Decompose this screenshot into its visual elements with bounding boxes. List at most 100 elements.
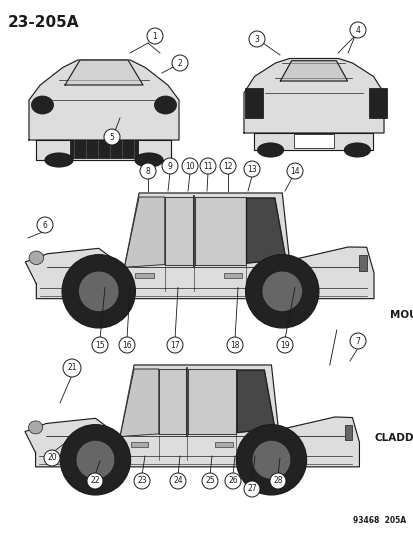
Ellipse shape bbox=[135, 153, 163, 167]
Bar bbox=[135, 273, 153, 278]
Circle shape bbox=[286, 163, 302, 179]
Polygon shape bbox=[124, 197, 164, 267]
Circle shape bbox=[269, 473, 285, 489]
Circle shape bbox=[224, 473, 240, 489]
Circle shape bbox=[199, 158, 216, 174]
Text: 28: 28 bbox=[273, 477, 282, 486]
Ellipse shape bbox=[154, 96, 176, 114]
Text: 5: 5 bbox=[109, 133, 114, 141]
Circle shape bbox=[63, 359, 81, 377]
Circle shape bbox=[276, 337, 292, 353]
Circle shape bbox=[170, 473, 185, 489]
Polygon shape bbox=[25, 365, 358, 467]
Text: 25: 25 bbox=[205, 477, 214, 486]
Circle shape bbox=[134, 473, 150, 489]
Text: 22: 22 bbox=[90, 477, 100, 486]
Circle shape bbox=[78, 271, 119, 311]
Ellipse shape bbox=[45, 153, 73, 167]
Text: 1: 1 bbox=[152, 31, 157, 41]
Text: 16: 16 bbox=[122, 341, 131, 350]
Circle shape bbox=[92, 337, 108, 353]
Circle shape bbox=[44, 450, 60, 466]
Bar bbox=[131, 442, 148, 447]
Text: 6: 6 bbox=[43, 221, 47, 230]
Text: MOULDING: MOULDING bbox=[389, 310, 413, 320]
Text: 26: 26 bbox=[228, 477, 237, 486]
Text: 11: 11 bbox=[203, 161, 212, 171]
Circle shape bbox=[245, 255, 318, 328]
Text: 10: 10 bbox=[185, 161, 195, 171]
Text: 2: 2 bbox=[177, 59, 182, 68]
Text: 17: 17 bbox=[170, 341, 179, 350]
Polygon shape bbox=[164, 197, 193, 264]
Polygon shape bbox=[195, 197, 245, 264]
Bar bbox=[245, 88, 263, 118]
Ellipse shape bbox=[31, 96, 53, 114]
Text: 7: 7 bbox=[355, 336, 360, 345]
Text: 8: 8 bbox=[145, 166, 150, 175]
Text: 3: 3 bbox=[254, 35, 259, 44]
Polygon shape bbox=[36, 140, 171, 160]
Text: 9: 9 bbox=[167, 161, 172, 171]
Circle shape bbox=[202, 473, 218, 489]
Circle shape bbox=[243, 161, 259, 177]
Circle shape bbox=[140, 163, 156, 179]
Circle shape bbox=[87, 473, 103, 489]
Ellipse shape bbox=[29, 251, 44, 264]
Circle shape bbox=[219, 158, 235, 174]
Circle shape bbox=[147, 28, 163, 44]
Bar bbox=[294, 134, 333, 148]
Circle shape bbox=[76, 440, 114, 479]
Bar bbox=[70, 140, 138, 158]
Ellipse shape bbox=[28, 421, 43, 434]
Bar bbox=[368, 88, 386, 118]
Text: 15: 15 bbox=[95, 341, 104, 350]
Circle shape bbox=[252, 440, 290, 479]
Polygon shape bbox=[25, 193, 373, 298]
Circle shape bbox=[226, 337, 242, 353]
Text: 18: 18 bbox=[230, 341, 239, 350]
Polygon shape bbox=[237, 370, 274, 433]
Text: 12: 12 bbox=[223, 161, 232, 171]
Text: 23-205A: 23-205A bbox=[8, 15, 79, 30]
Polygon shape bbox=[29, 60, 178, 140]
Polygon shape bbox=[120, 369, 159, 437]
Text: CLADDING: CLADDING bbox=[374, 433, 413, 443]
Circle shape bbox=[182, 158, 197, 174]
Text: 19: 19 bbox=[280, 341, 289, 350]
Polygon shape bbox=[254, 133, 373, 150]
Circle shape bbox=[104, 129, 120, 145]
Ellipse shape bbox=[344, 143, 370, 157]
Circle shape bbox=[349, 333, 365, 349]
Circle shape bbox=[161, 158, 178, 174]
Circle shape bbox=[62, 255, 135, 328]
Circle shape bbox=[60, 425, 131, 495]
Polygon shape bbox=[65, 60, 142, 85]
Circle shape bbox=[171, 55, 188, 71]
Text: 27: 27 bbox=[247, 484, 256, 494]
Polygon shape bbox=[243, 59, 383, 133]
Text: 93468  205A: 93468 205A bbox=[352, 516, 405, 525]
Circle shape bbox=[243, 481, 259, 497]
Circle shape bbox=[248, 31, 264, 47]
Text: 4: 4 bbox=[355, 26, 360, 35]
Bar bbox=[223, 273, 241, 278]
Text: 20: 20 bbox=[47, 454, 57, 463]
Polygon shape bbox=[280, 61, 347, 81]
Bar bbox=[215, 442, 232, 447]
Text: 14: 14 bbox=[290, 166, 299, 175]
Text: 24: 24 bbox=[173, 477, 183, 486]
Circle shape bbox=[261, 271, 301, 311]
Circle shape bbox=[37, 217, 53, 233]
Circle shape bbox=[236, 425, 306, 495]
Circle shape bbox=[166, 337, 183, 353]
Circle shape bbox=[119, 337, 135, 353]
Text: 21: 21 bbox=[67, 364, 76, 373]
Circle shape bbox=[349, 22, 365, 38]
Polygon shape bbox=[188, 369, 236, 434]
Polygon shape bbox=[159, 369, 185, 434]
Text: 23: 23 bbox=[137, 477, 147, 486]
Polygon shape bbox=[246, 198, 285, 263]
Text: 13: 13 bbox=[247, 165, 256, 174]
Ellipse shape bbox=[257, 143, 283, 157]
